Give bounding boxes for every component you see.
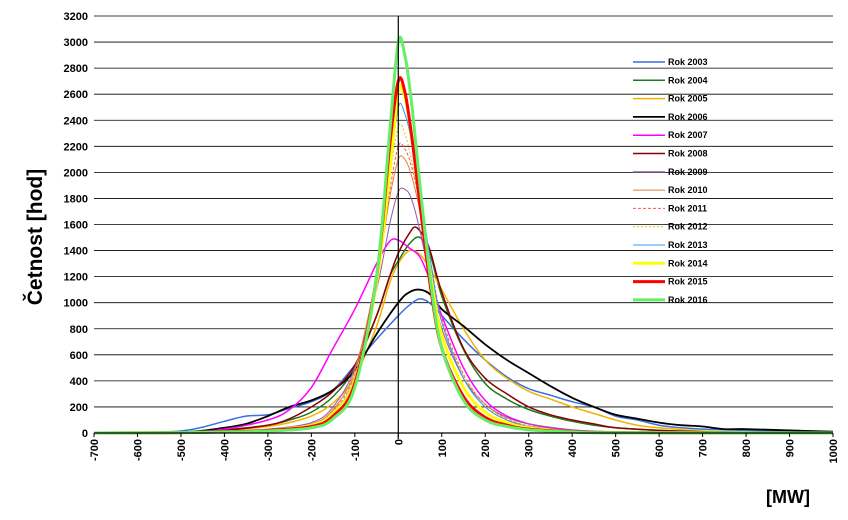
legend-label: Rok 2016 (668, 295, 708, 305)
y-tick-label: 800 (70, 324, 88, 336)
legend-label: Rok 2011 (668, 203, 707, 213)
y-tick-label: 1000 (64, 298, 88, 310)
y-tick-label: 3000 (64, 37, 88, 49)
legend-label: Rok 2009 (668, 167, 708, 177)
y-tick-label: 3200 (64, 11, 88, 23)
legend: Rok 2003 Rok 2004 Rok 2005 Rok 2006 Rok 2007… (633, 57, 708, 305)
legend-label: Rok 2015 (668, 277, 708, 287)
series-line-13 (93, 35, 834, 435)
x-tick-label: -400 (219, 439, 231, 461)
series-line-7 (93, 155, 834, 434)
x-tick-label: 800 (741, 439, 753, 457)
legend-label: Rok 2012 (668, 222, 708, 232)
y-tick-label: 1400 (64, 246, 88, 258)
legend-label: Rok 2004 (668, 75, 708, 85)
y-tick-label: 2400 (64, 115, 88, 127)
series-lines (93, 35, 834, 435)
y-tick-label: 2800 (64, 63, 88, 75)
x-tick-label: -700 (89, 439, 101, 461)
x-tick-label: 700 (698, 439, 710, 457)
legend-label: Rok 2010 (668, 185, 708, 195)
x-tick-label: -600 (132, 439, 144, 461)
x-tick-label: 400 (567, 439, 579, 457)
series-line-4 (93, 238, 833, 434)
y-tick-label: 2000 (64, 167, 88, 179)
legend-label: Rok 2007 (668, 130, 708, 140)
x-tick-label: -500 (176, 439, 188, 461)
legend-label: Rok 2006 (668, 112, 708, 122)
y-tick-label: 2600 (64, 89, 88, 101)
x-axis-title: [MW] (766, 487, 810, 507)
y-tick-label: 2200 (64, 141, 88, 153)
x-tick-label: 300 (524, 439, 536, 457)
gridlines (94, 15, 833, 434)
series-line-0 (93, 298, 834, 434)
y-tick-label: 400 (70, 376, 88, 388)
y-tick-label: 1800 (64, 193, 88, 205)
x-tick-label: 500 (611, 439, 623, 457)
legend-label: Rok 2003 (668, 57, 708, 67)
x-tick-label: -300 (263, 439, 275, 461)
series-line-1 (93, 236, 834, 434)
legend-label: Rok 2005 (668, 94, 708, 104)
y-tick-label: 0 (82, 428, 88, 440)
x-tick-label: 600 (654, 439, 666, 457)
axes (93, 16, 834, 439)
y-tick-label: 600 (70, 350, 88, 362)
x-tick-labels: -700 -600 -500 -400 -300 -200 -100 0 100 200 300 40… (89, 439, 840, 463)
y-tick-label: 1200 (64, 272, 88, 284)
x-tick-label: 0 (393, 439, 405, 445)
legend-label: Rok 2014 (668, 258, 708, 268)
y-axis-title: Četnost [hod] (23, 169, 47, 305)
series-line-6 (93, 187, 834, 434)
series-line-10 (93, 102, 834, 434)
series-line-2 (93, 249, 834, 434)
x-tick-label: 1000 (828, 439, 840, 463)
x-tick-label: 100 (437, 439, 449, 457)
x-tick-label: 200 (480, 439, 492, 457)
series-line-12 (93, 76, 834, 435)
x-tick-label: 900 (785, 439, 797, 457)
y-tick-labels: 0 200 400 600 800 1000 1200 1400 1600 1800 2000 220… (64, 11, 88, 440)
x-tick-label: -100 (350, 439, 362, 461)
legend-label: Rok 2013 (668, 240, 708, 250)
y-tick-label: 1600 (64, 220, 88, 232)
x-tick-label: -200 (306, 439, 318, 461)
series-line-3 (93, 288, 834, 434)
legend-label: Rok 2008 (668, 149, 708, 159)
y-tick-label: 200 (70, 402, 88, 414)
